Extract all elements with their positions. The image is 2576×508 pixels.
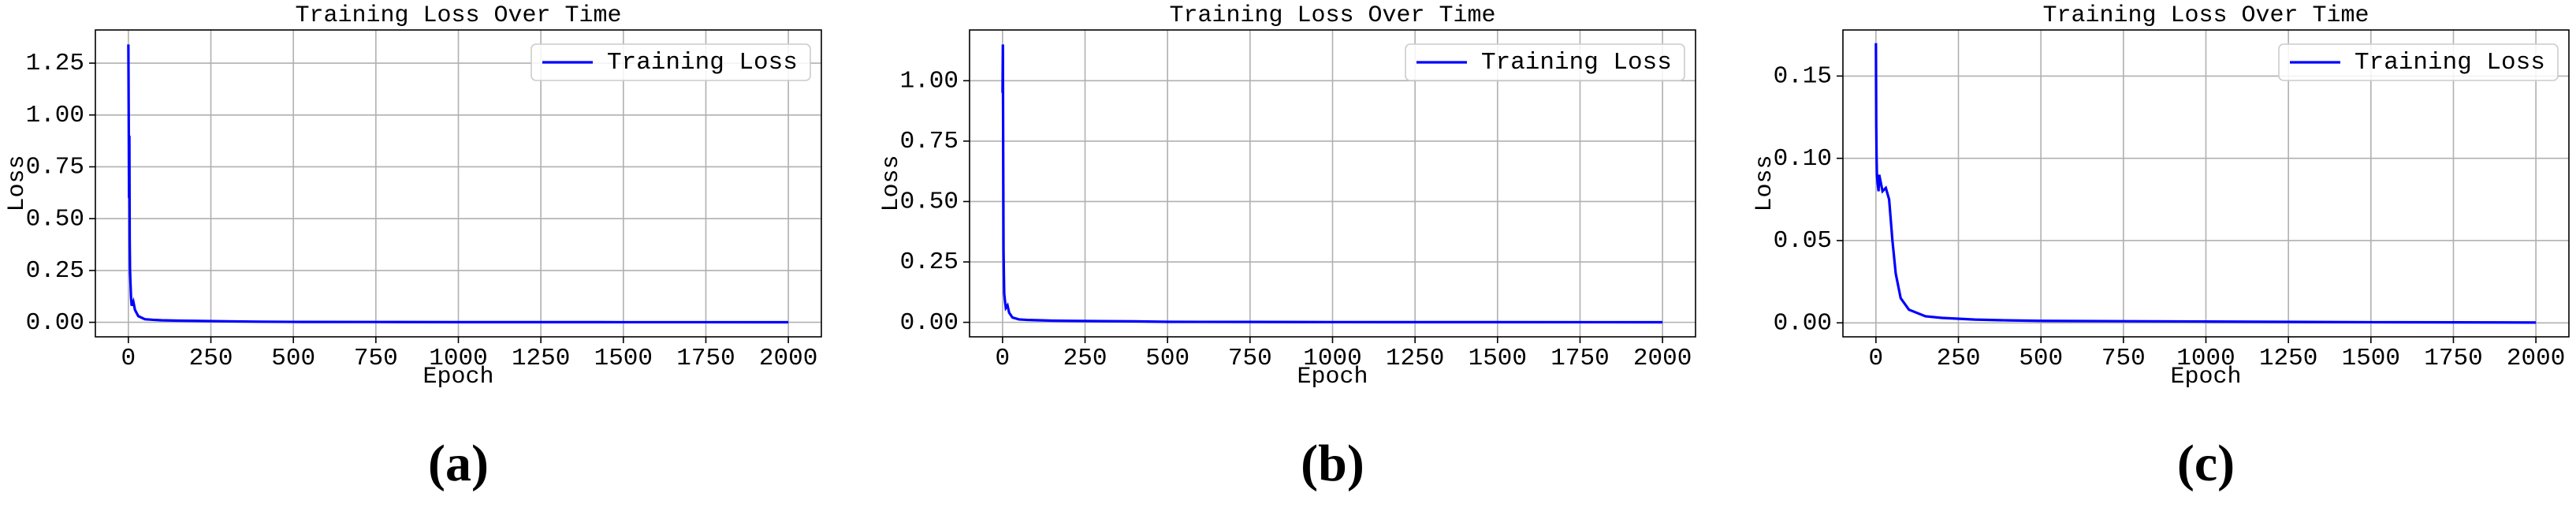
x-tick-label: 1750: [2424, 345, 2482, 372]
caption: (c): [2177, 435, 2235, 492]
y-tick-label: 1.00: [900, 68, 959, 95]
legend-label: Training Loss: [2355, 49, 2545, 77]
x-tick-label: 750: [2101, 345, 2146, 372]
x-tick-label: 1750: [676, 345, 735, 372]
y-tick-label: 0.00: [26, 309, 84, 337]
legend-box: [1405, 43, 1685, 81]
y-axis-label: Loss: [1751, 155, 1778, 211]
x-tick-label: 1000: [429, 345, 487, 372]
x-axis-label: Epoch: [1297, 364, 1368, 390]
y-tick-label: 0.25: [900, 248, 959, 276]
legend-label: Training Loss: [607, 49, 798, 77]
y-tick-label: 0.75: [26, 154, 84, 181]
y-tick-label: 1.00: [26, 102, 84, 129]
x-tick-label: 500: [2019, 345, 2063, 372]
chart-title: Training Loss Over Time: [1169, 2, 1495, 29]
chart-title: Training Loss Over Time: [295, 2, 621, 29]
x-tick-label: 500: [1145, 345, 1189, 372]
chart: 0 250 500 750 1000 1250 1500 1750 2000 0.00 0.25 0.…: [878, 2, 1696, 492]
x-axis-label: Epoch: [423, 364, 493, 390]
x-tick-label: 2000: [1633, 345, 1692, 372]
line: [127, 44, 789, 324]
y-tick-label: 0.10: [1774, 145, 1832, 173]
plot-frame: [969, 29, 1696, 338]
x-tick-label: 1000: [2176, 345, 2235, 372]
plot-frame: [95, 29, 822, 338]
x-tick-label: 1250: [512, 345, 570, 372]
x-tick-label: 1250: [1386, 345, 1444, 372]
line: [1001, 44, 1663, 324]
y-tick-label: 0.15: [1774, 63, 1832, 91]
x-tick-label: 1250: [2259, 345, 2317, 372]
y-tick-label: 0.00: [900, 309, 959, 337]
x-tick-label: 500: [271, 345, 315, 372]
y-tick-label: 0.50: [900, 189, 959, 216]
x-tick-label: 2000: [759, 345, 817, 372]
y-tick-label: 0.75: [900, 128, 959, 155]
plot-frame: [1842, 29, 2570, 338]
x-tick-label: 2000: [2507, 345, 2565, 372]
caption: (a): [428, 435, 489, 492]
y-axis-label: Loss: [4, 155, 31, 211]
y-tick-label: 0.25: [26, 257, 84, 285]
legend-box: [2278, 43, 2559, 81]
x-tick-label: 1500: [1469, 345, 1527, 372]
x-axis-label: Epoch: [2170, 364, 2241, 390]
x-tick-label: 0: [1869, 345, 1884, 372]
chart-title: Training Loss Over Time: [2042, 2, 2369, 29]
y-tick-label: 0.05: [1774, 227, 1832, 255]
y-tick-label: 1.25: [26, 50, 84, 77]
chart: 0 250 500 750 1000 1250 1500 1750 2000 0.00 0.25 0.…: [4, 2, 822, 492]
x-tick-label: 750: [1228, 345, 1272, 372]
x-tick-label: 1500: [2342, 345, 2400, 372]
y-tick-label: 0.00: [1774, 309, 1832, 337]
x-tick-label: 250: [189, 345, 233, 372]
legend-box: [530, 43, 811, 81]
x-tick-label: 1500: [594, 345, 653, 372]
caption: (b): [1301, 435, 1364, 492]
x-tick-label: 1750: [1550, 345, 1609, 372]
y-axis-label: Loss: [878, 155, 905, 211]
y-tick-label: 0.50: [26, 205, 84, 233]
x-tick-label: 750: [354, 345, 398, 372]
x-tick-label: 0: [121, 345, 136, 372]
x-tick-label: 250: [1937, 345, 1981, 372]
x-tick-label: 250: [1063, 345, 1107, 372]
line: [1874, 43, 2537, 324]
x-tick-label: 1000: [1303, 345, 1361, 372]
legend-label: Training Loss: [1481, 49, 1672, 77]
chart: 0 250 500 750 1000 1250 1500 1750 2000 0.00 0.05 0.…: [1751, 2, 2570, 492]
x-tick-label: 0: [996, 345, 1011, 372]
